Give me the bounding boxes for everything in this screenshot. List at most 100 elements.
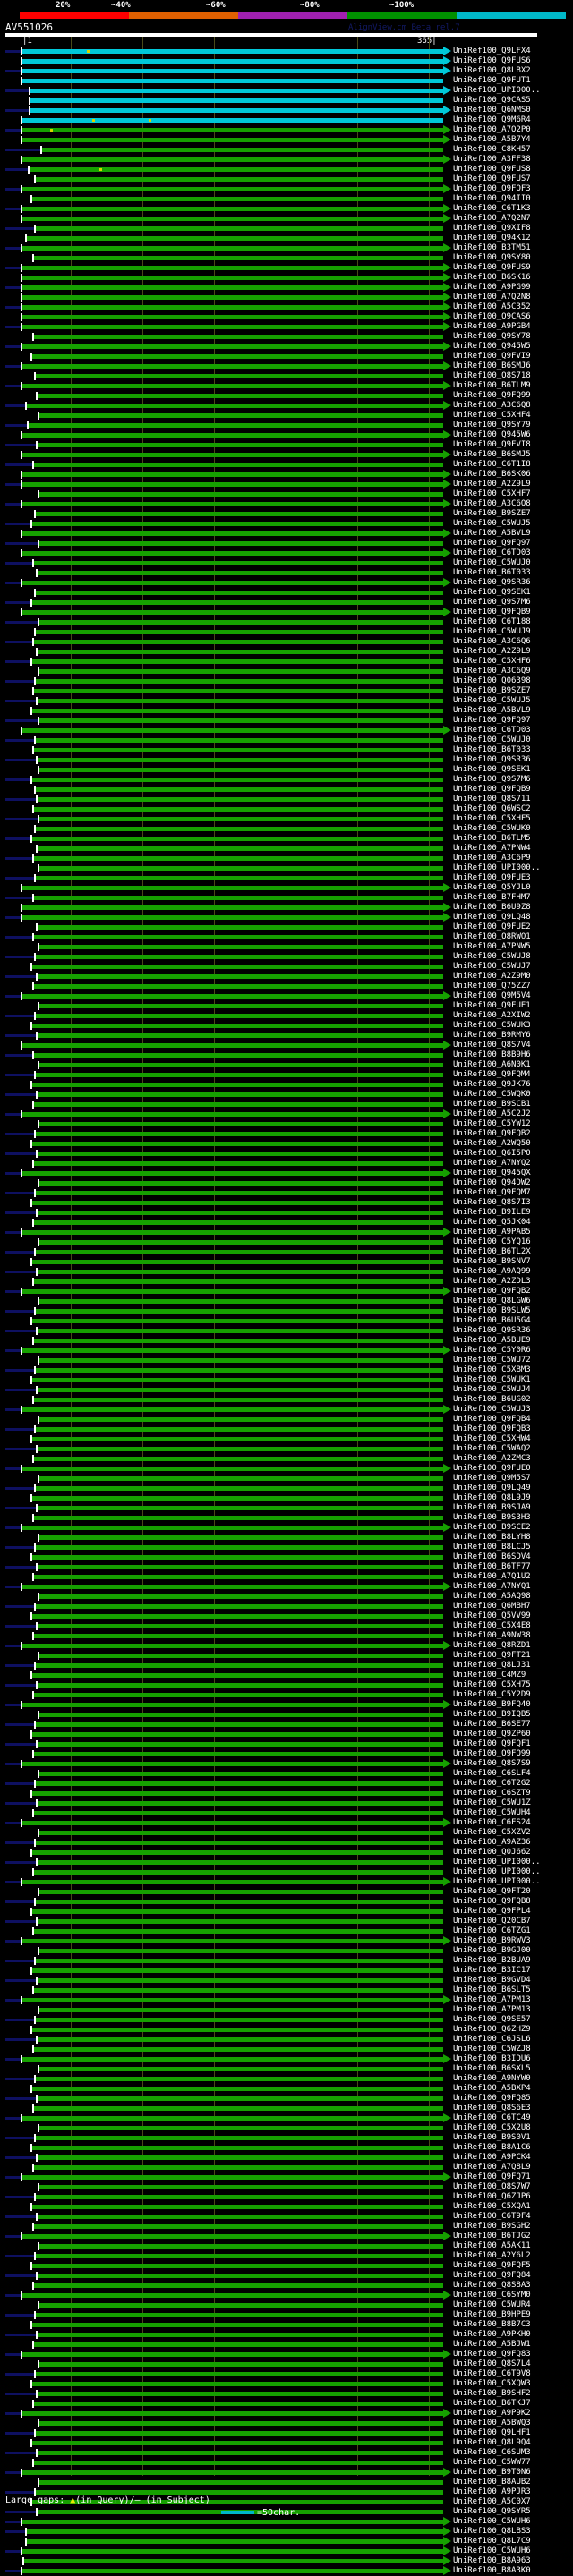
alignment-row[interactable]: UniRef100_UPI000.. xyxy=(0,1858,573,1867)
alignment-row[interactable]: UniRef100_A5AK11 xyxy=(0,2241,573,2251)
alignment-row[interactable]: UniRef100_A2Z9L9 xyxy=(0,647,573,657)
alignment-bar[interactable] xyxy=(34,1634,443,1638)
alignment-row[interactable]: UniRef100_B8LCJ5 xyxy=(0,1543,573,1552)
alignment-bar[interactable] xyxy=(32,709,443,713)
hit-label[interactable]: UniRef100_Q9FUS7 xyxy=(453,174,531,183)
alignment-row[interactable]: UniRef100_C5XHF5 xyxy=(0,814,573,824)
hit-label[interactable]: UniRef100_C6T1K3 xyxy=(453,204,531,213)
alignment-bar[interactable] xyxy=(32,1024,443,1028)
alignment-bar[interactable] xyxy=(36,2077,443,2081)
alignment-bar[interactable] xyxy=(36,1073,443,1077)
hit-label[interactable]: UniRef100_C5WUJ0 xyxy=(453,735,531,744)
alignment-bar[interactable] xyxy=(38,1506,443,1510)
alignment-bar[interactable] xyxy=(39,413,443,418)
alignment-bar[interactable] xyxy=(36,2254,443,2258)
hit-label[interactable]: UniRef100_C5Y2D9 xyxy=(453,1690,531,1699)
alignment-bar[interactable] xyxy=(32,1850,443,1855)
hit-label[interactable]: UniRef100_C6T1I8 xyxy=(453,460,531,469)
hit-label[interactable]: UniRef100_C5WQK0 xyxy=(453,1090,531,1099)
alignment-row[interactable]: UniRef100_A9P9K2 xyxy=(0,2409,573,2419)
alignment-row[interactable]: UniRef100_B9GJ00 xyxy=(0,1946,573,1956)
hit-label[interactable]: UniRef100_Q9LQ49 xyxy=(453,1484,531,1492)
hit-label[interactable]: UniRef100_Q9M5V4 xyxy=(453,991,531,1000)
alignment-row[interactable]: UniRef100_A3FF38 xyxy=(0,155,573,165)
alignment-bar[interactable] xyxy=(24,2559,443,2563)
alignment-row[interactable]: UniRef100_A3C6Q8 xyxy=(0,499,573,509)
hit-label[interactable]: UniRef100_Q94DW2 xyxy=(453,1178,531,1187)
alignment-bar[interactable] xyxy=(34,1752,443,1756)
hit-label[interactable]: UniRef100_B3IC17 xyxy=(453,1966,531,1975)
hit-label[interactable]: UniRef100_B9SLW5 xyxy=(453,1306,531,1315)
alignment-bar[interactable] xyxy=(22,266,443,270)
hit-label[interactable]: UniRef100_B8B7C3 xyxy=(453,2320,531,2329)
alignment-bar[interactable] xyxy=(32,1437,443,1441)
alignment-row[interactable]: UniRef100_Q6ZJP6 xyxy=(0,2192,573,2202)
alignment-bar[interactable] xyxy=(38,1152,443,1156)
hit-label[interactable]: UniRef100_UPI000.. xyxy=(453,86,541,95)
hit-label[interactable]: UniRef100_B9SHF2 xyxy=(453,2389,531,2398)
hit-label[interactable]: UniRef100_A5BUE9 xyxy=(453,1336,531,1345)
alignment-row[interactable]: UniRef100_B9SHF2 xyxy=(0,2389,573,2399)
alignment-bar[interactable] xyxy=(39,1831,443,1835)
alignment-row[interactable]: UniRef100_Q9M6R4 xyxy=(0,115,573,125)
alignment-bar[interactable] xyxy=(38,443,443,447)
hit-label[interactable]: UniRef100_A2ZDL3 xyxy=(453,1277,531,1286)
alignment-bar[interactable] xyxy=(22,138,443,142)
hit-label[interactable]: UniRef100_C5XH75 xyxy=(453,1680,531,1689)
alignment-bar[interactable] xyxy=(22,1585,443,1589)
alignment-row[interactable]: UniRef100_B6T033 xyxy=(0,745,573,755)
alignment-bar[interactable] xyxy=(22,1230,443,1235)
alignment-bar[interactable] xyxy=(36,1427,443,1432)
alignment-bar[interactable] xyxy=(22,1998,443,2002)
alignment-bar[interactable] xyxy=(39,1181,443,1186)
alignment-row[interactable]: UniRef100_C5WU72 xyxy=(0,1356,573,1365)
alignment-row[interactable]: UniRef100_C5WZJ8 xyxy=(0,2045,573,2054)
alignment-bar[interactable] xyxy=(38,1860,443,1865)
alignment-row[interactable]: UniRef100_A5BJW1 xyxy=(0,2340,573,2350)
alignment-row[interactable]: UniRef100_C5WUK0 xyxy=(0,824,573,834)
alignment-bar[interactable] xyxy=(22,344,443,349)
alignment-bar[interactable] xyxy=(22,128,443,132)
hit-label[interactable]: UniRef100_A3C6Q8 xyxy=(453,499,531,508)
hit-label[interactable]: UniRef100_B6T033 xyxy=(453,568,531,577)
alignment-bar[interactable] xyxy=(22,1526,443,1530)
hit-label[interactable]: UniRef100_A5BVL9 xyxy=(453,529,531,538)
alignment-row[interactable]: UniRef100_C8KH57 xyxy=(0,145,573,155)
alignment-bar[interactable] xyxy=(39,2244,443,2249)
alignment-bar[interactable] xyxy=(39,1772,443,1776)
hit-label[interactable]: UniRef100_Q9SEK1 xyxy=(453,765,531,774)
alignment-bar[interactable] xyxy=(36,177,443,182)
alignment-bar[interactable] xyxy=(36,1191,443,1195)
hit-label[interactable]: UniRef100_Q9FQF3 xyxy=(453,184,531,193)
alignment-row[interactable]: UniRef100_Q8S7V4 xyxy=(0,1041,573,1050)
alignment-bar[interactable] xyxy=(36,2313,443,2317)
alignment-bar[interactable] xyxy=(34,256,443,260)
alignment-bar[interactable] xyxy=(22,305,443,310)
hit-label[interactable]: UniRef100_Q9SY80 xyxy=(453,253,531,262)
alignment-row[interactable]: UniRef100_C6SYM0 xyxy=(0,2291,573,2300)
hit-label[interactable]: UniRef100_A2ZMC3 xyxy=(453,1454,531,1463)
hit-label[interactable]: UniRef100_B9RMY6 xyxy=(453,1031,531,1040)
hit-label[interactable]: UniRef100_A7PNW4 xyxy=(453,844,531,853)
alignment-row[interactable]: UniRef100_C5WW77 xyxy=(0,2458,573,2468)
hit-label[interactable]: UniRef100_Q9SYR5 xyxy=(453,2507,531,2516)
alignment-bar[interactable] xyxy=(22,994,443,999)
alignment-bar[interactable] xyxy=(36,1663,443,1668)
alignment-row[interactable]: UniRef100_A3C6P9 xyxy=(0,854,573,863)
alignment-row[interactable]: UniRef100_A9PKH0 xyxy=(0,2330,573,2340)
hit-label[interactable]: UniRef100_A7Q2N7 xyxy=(453,214,531,223)
alignment-bar[interactable] xyxy=(38,1565,443,1569)
alignment-row[interactable]: UniRef100_A5C0X7 xyxy=(0,2497,573,2507)
hit-label[interactable]: UniRef100_C5WUK0 xyxy=(453,824,531,833)
alignment-bar[interactable] xyxy=(36,679,443,684)
alignment-row[interactable]: UniRef100_Q8S718 xyxy=(0,371,573,381)
alignment-bar[interactable] xyxy=(32,2500,443,2504)
hit-label[interactable]: UniRef100_C5YQ16 xyxy=(453,1237,531,1246)
alignment-row[interactable]: UniRef100_B9SNV7 xyxy=(0,1257,573,1267)
alignment-row[interactable]: UniRef100_Q9SE57 xyxy=(0,2015,573,2025)
hit-label[interactable]: UniRef100_Q9M5S7 xyxy=(453,1474,531,1483)
hit-label[interactable]: UniRef100_Q8S8A3 xyxy=(453,2281,531,2290)
alignment-row[interactable]: UniRef100_A9PAB5 xyxy=(0,1228,573,1237)
alignment-bar[interactable] xyxy=(38,1092,443,1097)
alignment-row[interactable]: UniRef100_A7PM13 xyxy=(0,2005,573,2015)
